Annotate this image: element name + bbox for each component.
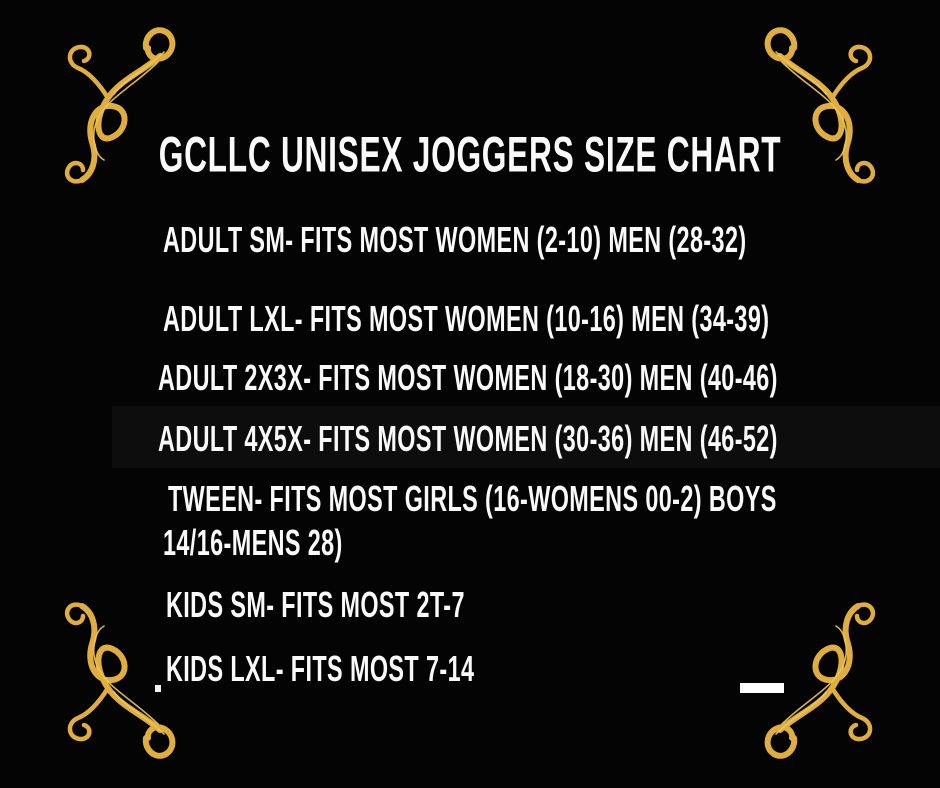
page-title: GCLLC UNISEX JOGGERS SIZE CHART (158, 127, 782, 183)
dash-mark (740, 683, 784, 693)
size-row-adult-4x5x: ADULT 4X5X- FITS MOST WOMEN (30-36) MEN … (158, 420, 778, 460)
size-row-kids-sm: KIDS SM- FITS MOST 2T-7 (166, 586, 465, 626)
size-row-adult-2x3x: ADULT 2X3X- FITS MOST WOMEN (18-30) MEN … (158, 359, 778, 399)
background-band (112, 406, 940, 468)
size-row-tween-wrap: 14/16-MENS 28) (163, 524, 343, 564)
size-row-kids-lxl: KIDS LXL- FITS MOST 7-14 (166, 650, 475, 690)
dot-mark (155, 685, 161, 692)
size-row-adult-sm: ADULT SM- FITS MOST WOMEN (2-10) MEN (28… (163, 221, 747, 261)
size-row-adult-lxl: ADULT LXL- FITS MOST WOMEN (10-16) MEN (… (163, 300, 770, 340)
size-row-tween: TWEEN- FITS MOST GIRLS (16-WOMENS 00-2) … (168, 480, 777, 520)
